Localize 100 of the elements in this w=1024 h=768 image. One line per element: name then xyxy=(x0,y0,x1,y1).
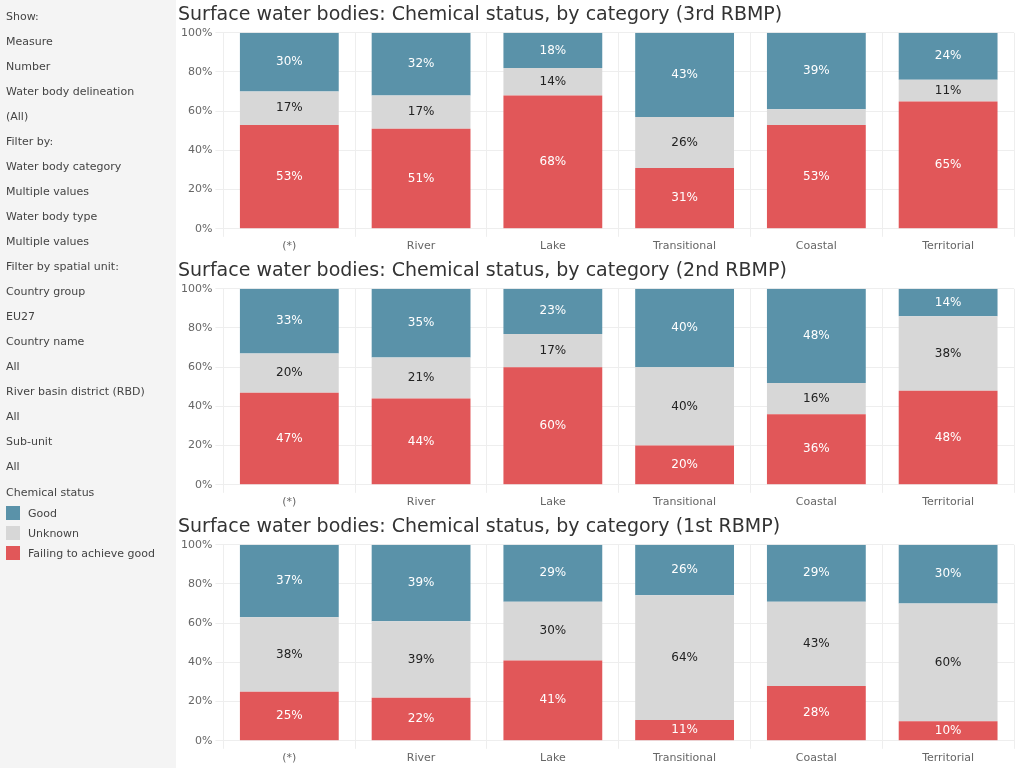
bar xyxy=(635,288,735,368)
data-label: 30% xyxy=(275,54,303,69)
data-label: 36% xyxy=(803,441,830,456)
bar xyxy=(635,595,735,721)
data-label: 39% xyxy=(407,651,435,666)
bar xyxy=(239,392,339,485)
bar xyxy=(766,124,866,229)
text: Filter by: xyxy=(6,134,55,150)
y-tick-label: 80% xyxy=(187,64,213,78)
x-tick-label: Coastal xyxy=(795,751,837,765)
bar xyxy=(371,357,471,399)
data-label: 26% xyxy=(671,562,698,577)
text: Country name xyxy=(6,334,86,350)
bar xyxy=(503,333,603,368)
x-tick-label: Coastal xyxy=(795,239,837,253)
data-label: 29% xyxy=(539,565,567,580)
bar xyxy=(503,68,603,96)
data-label: 26% xyxy=(671,134,698,149)
data-label: 41% xyxy=(539,692,567,707)
x-tick-label: Lake xyxy=(540,239,566,253)
data-label: 17% xyxy=(407,104,435,119)
bar xyxy=(371,95,471,129)
data-label: 60% xyxy=(539,417,567,432)
bar xyxy=(766,685,866,741)
bar xyxy=(898,32,998,80)
bar xyxy=(239,353,339,393)
bar xyxy=(503,660,603,741)
data-label: 39% xyxy=(407,575,435,590)
data-label: 37% xyxy=(275,573,303,588)
chart-title: Surface water bodies: Chemical status, by category (2nd RBMP) xyxy=(178,258,787,281)
x-tick-label: (*) xyxy=(282,495,297,509)
data-label: 48% xyxy=(803,327,830,342)
bar xyxy=(766,382,866,415)
x-tick-label: Transitional xyxy=(652,751,717,765)
bar xyxy=(239,691,339,741)
data-label: 17% xyxy=(275,100,303,115)
text: Country group xyxy=(6,284,87,300)
chart-title: Surface water bodies: Chemical status, by category (1st RBMP) xyxy=(178,514,781,537)
data-label: 38% xyxy=(934,345,962,360)
bar xyxy=(239,32,339,92)
bar xyxy=(371,288,471,358)
y-tick-label: 100% xyxy=(180,537,213,551)
bar xyxy=(766,288,866,383)
x-tick-label: Territorial xyxy=(921,751,975,765)
bar xyxy=(239,544,339,618)
bar xyxy=(898,316,998,391)
bar xyxy=(239,288,339,354)
data-label: 31% xyxy=(671,190,698,205)
y-tick-label: 20% xyxy=(187,438,213,452)
bar xyxy=(898,288,998,317)
y-tick-label: 0% xyxy=(194,477,213,491)
chart-title: Surface water bodies: Chemical status, by category (3rd RBMP) xyxy=(178,2,783,25)
data-label: 53% xyxy=(803,168,830,183)
data-label: 20% xyxy=(275,365,303,380)
text: All xyxy=(6,459,21,475)
data-label: 14% xyxy=(539,73,567,88)
bar xyxy=(503,544,603,602)
data-label: 18% xyxy=(539,42,567,57)
bar xyxy=(503,367,603,485)
x-tick-label: River xyxy=(406,495,436,509)
data-label: 11% xyxy=(934,82,962,97)
x-tick-label: Transitional xyxy=(652,239,717,253)
bar xyxy=(766,544,866,602)
data-label: 33% xyxy=(275,313,303,328)
x-tick-label: Territorial xyxy=(921,495,975,509)
data-label: 28% xyxy=(803,705,830,720)
data-label: 22% xyxy=(407,711,435,726)
bar xyxy=(766,601,866,686)
x-tick-label: (*) xyxy=(282,239,297,253)
text: Multiple values xyxy=(6,234,90,250)
x-tick-label: Transitional xyxy=(652,495,717,509)
x-tick-label: Lake xyxy=(540,751,566,765)
text: (All) xyxy=(6,109,30,125)
y-tick-label: 0% xyxy=(194,733,213,747)
data-label: 10% xyxy=(934,722,962,737)
bar xyxy=(239,124,339,229)
bar xyxy=(898,79,998,102)
data-label: 23% xyxy=(539,303,567,318)
bar xyxy=(239,617,339,692)
data-label: 21% xyxy=(407,370,435,385)
data-label: 68% xyxy=(539,154,567,169)
y-tick-label: 20% xyxy=(187,182,213,196)
y-tick-label: 0% xyxy=(194,221,213,235)
data-label: 60% xyxy=(934,654,962,669)
data-label: 35% xyxy=(407,315,435,330)
data-label: 40% xyxy=(671,398,698,413)
text: Show: xyxy=(6,9,40,25)
bar xyxy=(766,414,866,485)
text: Multiple values xyxy=(6,184,90,200)
bar xyxy=(635,720,735,741)
bar xyxy=(766,32,866,110)
bar xyxy=(898,390,998,485)
text: Water body delineation xyxy=(6,84,136,100)
bar xyxy=(635,367,735,446)
bar xyxy=(371,621,471,698)
data-label: 53% xyxy=(275,168,303,183)
data-label: 20% xyxy=(671,457,698,472)
x-tick-label: (*) xyxy=(282,751,297,765)
legend-title: Chemical status xyxy=(6,485,96,501)
x-tick-label: Coastal xyxy=(795,495,837,509)
